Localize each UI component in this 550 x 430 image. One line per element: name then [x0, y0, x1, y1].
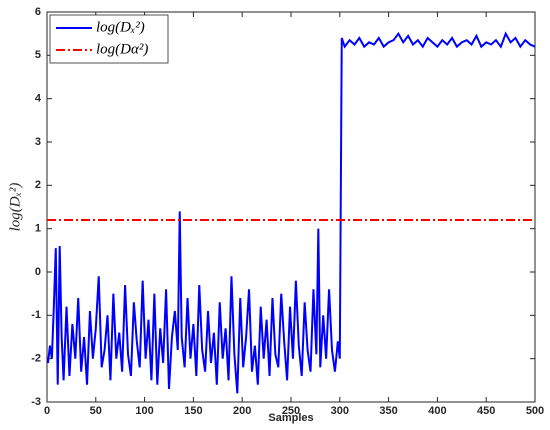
x-tick-label: 200 [233, 405, 251, 417]
y-tick-label: -1 [31, 309, 41, 321]
x-tick-label: 350 [379, 405, 397, 417]
y-tick-label: 1 [35, 223, 41, 235]
x-tick-label: 450 [477, 405, 495, 417]
y-tick-label: 4 [35, 93, 42, 105]
y-axis-label: log(Dₓ²) [7, 183, 23, 232]
y-tick-label: -3 [31, 396, 41, 408]
y-tick-label: 3 [35, 136, 41, 148]
data-line [46, 31, 536, 394]
x-tick-label: 500 [526, 405, 544, 417]
x-tick-label: 150 [184, 405, 202, 417]
y-tick-label: 2 [35, 179, 41, 191]
x-axis-label: Samples [268, 412, 313, 424]
legend-label: log(Dₓ²) [96, 19, 145, 35]
y-tick-label: 6 [35, 6, 41, 18]
x-tick-label: 50 [90, 405, 102, 417]
y-tick-label: 5 [35, 49, 41, 61]
y-tick-label: 0 [35, 266, 41, 278]
x-tick-label: 100 [135, 405, 153, 417]
x-tick-label: 400 [428, 405, 446, 417]
x-tick-label: 0 [44, 405, 50, 417]
y-tick-label: -2 [31, 353, 41, 365]
x-tick-label: 300 [331, 405, 349, 417]
legend-box [49, 14, 169, 64]
x-tick-label: 250 [282, 405, 300, 417]
legend-label: log(Dα²) [96, 41, 148, 57]
